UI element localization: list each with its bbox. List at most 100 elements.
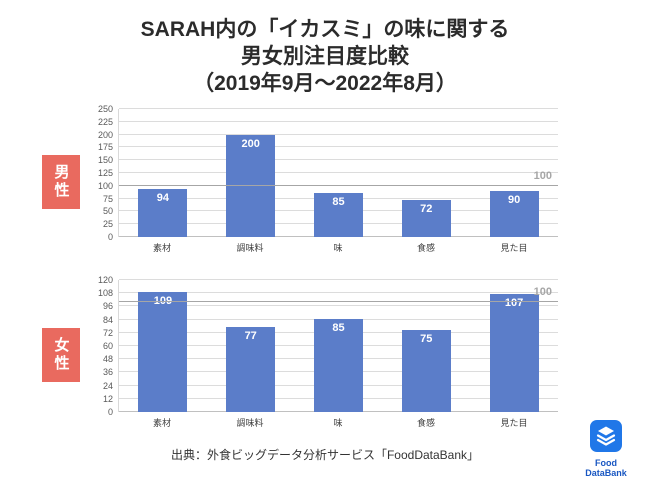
bar-5: 107 <box>489 294 539 412</box>
bar-4: 72 <box>401 200 451 237</box>
logo-text-line-2: DataBank <box>585 468 627 478</box>
bar-5: 90 <box>489 190 539 237</box>
y-tick-label: 12 <box>102 393 113 404</box>
bar-value-label: 94 <box>156 191 170 204</box>
x-axis: 素材 調味料 味 食感 見た目 <box>118 416 558 429</box>
bars-layer: 94 200 85 72 90 <box>119 109 558 237</box>
y-axis: 0 12 24 36 48 60 72 84 96 108 120 <box>88 275 118 417</box>
chart-row-female: 女性 0 12 24 36 48 60 72 84 96 108 120 100 109 77 85 75 1… <box>42 275 650 429</box>
bar-slot: 107 <box>470 280 558 412</box>
reference-line-label: 100 <box>533 286 552 298</box>
chart-row-male: 男性 0 25 50 75 100 125 150 175 200 225 250 100 94 200… <box>42 104 650 254</box>
group-label-female: 女性 <box>42 327 80 382</box>
y-tick-label: 120 <box>97 275 113 285</box>
y-tick-label: 96 <box>102 301 113 312</box>
reference-line <box>119 184 558 186</box>
y-tick-label: 25 <box>102 219 113 230</box>
logo-text-line-1: Food <box>595 458 617 468</box>
y-tick-label: 48 <box>102 354 113 365</box>
y-tick-label: 84 <box>102 314 113 325</box>
group-label-male-text: 男性 <box>52 163 70 200</box>
x-category-label: 見た目 <box>500 418 528 428</box>
bar-3: 85 <box>313 318 364 412</box>
y-tick-label: 250 <box>97 104 113 114</box>
title-line-1: SARAH内の「イカスミ」の味に関する <box>140 18 510 41</box>
group-label-female-text: 女性 <box>52 336 70 373</box>
bar-1: 94 <box>138 188 188 237</box>
bar-1: 109 <box>138 292 188 412</box>
gridline <box>119 120 558 122</box>
x-category-label: 調味料 <box>236 418 264 428</box>
bar-slot: 75 <box>382 280 470 412</box>
y-tick-label: 36 <box>102 367 113 378</box>
x-category-label: 調味料 <box>236 243 264 253</box>
y-tick-label: 200 <box>97 129 113 140</box>
y-tick-label: 72 <box>102 327 113 338</box>
x-category-label: 味 <box>333 418 343 428</box>
bar-slot: 85 <box>295 280 383 412</box>
x-category-label: 食感 <box>416 243 435 253</box>
y-axis: 0 25 50 75 100 125 150 175 200 225 250 <box>88 104 118 242</box>
bar-value-label: 90 <box>507 193 521 206</box>
title-line-3: （2019年9月～2022年8月） <box>193 72 457 95</box>
x-category-label: 食感 <box>416 418 435 428</box>
gridline <box>119 108 558 109</box>
bar-slot: 77 <box>207 280 295 412</box>
reference-line <box>119 301 558 302</box>
bars-layer: 109 77 85 75 107 <box>119 280 558 412</box>
y-tick-label: 108 <box>97 288 113 299</box>
gridline <box>119 292 558 294</box>
y-tick-label: 125 <box>97 168 113 178</box>
bar-slot: 200 <box>207 109 295 237</box>
gridline <box>119 279 558 280</box>
bar-value-label: 107 <box>504 297 524 310</box>
fooddatabank-logo: Food DataBank <box>578 419 634 478</box>
bar-value-label: 75 <box>420 332 433 345</box>
x-category-label: 味 <box>333 243 343 253</box>
x-category-label: 素材 <box>152 243 171 253</box>
bar-value-label: 85 <box>332 321 345 334</box>
gridline <box>119 172 558 173</box>
bar-2: 77 <box>226 327 276 412</box>
bar-value-label: 85 <box>332 196 345 209</box>
plot-area: 100 94 200 85 72 90 <box>118 108 558 237</box>
bar-value-label: 109 <box>153 295 173 308</box>
y-tick-label: 60 <box>102 341 113 351</box>
y-tick-label: 75 <box>102 193 113 204</box>
bar-slot: 90 <box>470 109 558 237</box>
plot-area: 100 109 77 85 75 107 <box>118 279 558 412</box>
layers-icon <box>589 419 623 458</box>
bar-4: 75 <box>401 329 451 412</box>
source-credit: 出典：外食ビッグデータ分析サービス「FoodDataBank」 <box>170 448 480 462</box>
y-tick-label: 150 <box>97 155 113 166</box>
y-tick-label: 175 <box>97 142 113 153</box>
x-axis: 素材 調味料 味 食感 見た目 <box>118 241 558 254</box>
bar-3: 85 <box>313 193 364 237</box>
bar-chart-male: 0 25 50 75 100 125 150 175 200 225 250 100 94 200 85 7… <box>88 104 558 254</box>
reference-line-label: 100 <box>533 169 552 182</box>
bar-slot: 94 <box>119 109 207 237</box>
group-label-male: 男性 <box>42 154 80 209</box>
gridline <box>119 146 558 148</box>
page-title: SARAH内の「イカスミ」の味に関する 男女別注目度比較 （2019年9月～20… <box>0 0 650 97</box>
bar-chart-female: 0 12 24 36 48 60 72 84 96 108 120 100 109 77 85 75 107 … <box>88 275 558 429</box>
footer: 出典：外食ビッグデータ分析サービス「FoodDataBank」 <box>0 446 650 464</box>
y-tick-label: 0 <box>107 407 113 417</box>
x-category-label: 素材 <box>152 418 171 428</box>
bar-slot: 109 <box>119 280 207 412</box>
y-tick-label: 24 <box>102 380 113 391</box>
y-tick-label: 225 <box>97 116 113 127</box>
bar-slot: 72 <box>382 109 470 237</box>
x-category-label: 見た目 <box>500 243 528 253</box>
gridline <box>119 133 558 135</box>
y-tick-label: 0 <box>107 232 113 242</box>
bar-value-label: 200 <box>241 137 260 150</box>
bar-value-label: 72 <box>420 203 433 216</box>
y-tick-label: 50 <box>102 206 113 217</box>
title-line-2: 男女別注目度比較 <box>241 45 409 68</box>
bar-slot: 85 <box>295 109 383 237</box>
y-tick-label: 100 <box>97 180 113 191</box>
gridline <box>119 159 558 161</box>
gridline <box>119 305 558 307</box>
